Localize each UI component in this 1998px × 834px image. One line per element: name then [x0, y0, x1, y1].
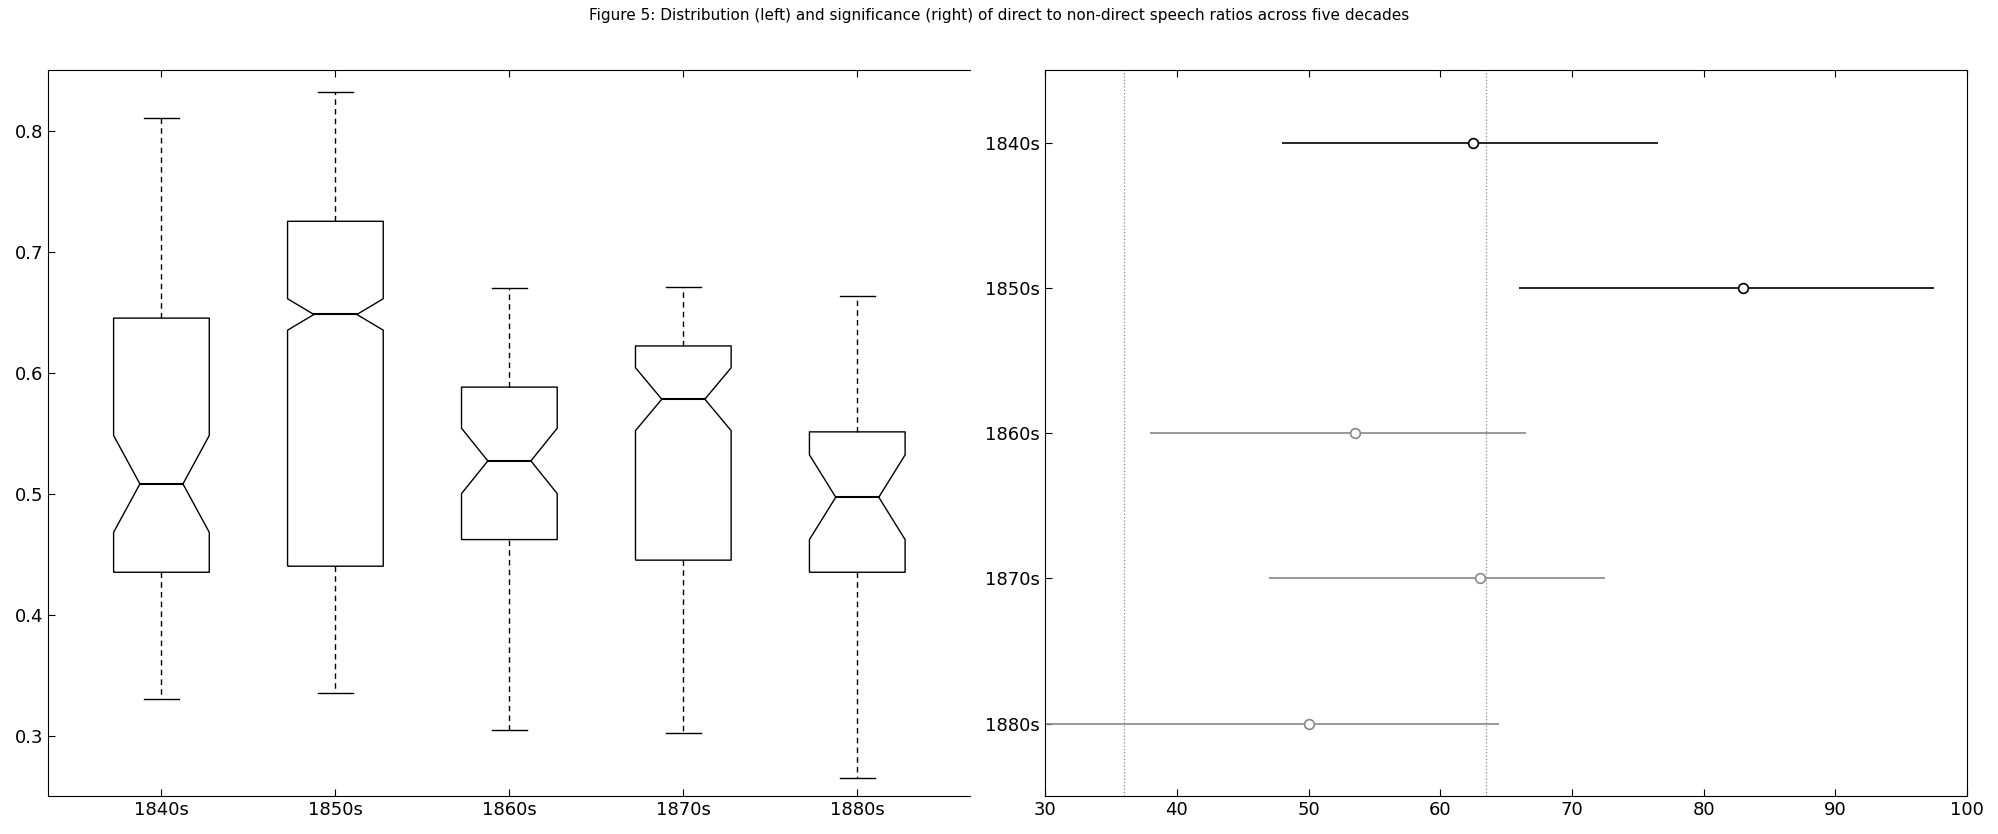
Text: Figure 5: Distribution (left) and significance (right) of direct to non-direct s: Figure 5: Distribution (left) and signif… [589, 8, 1409, 23]
